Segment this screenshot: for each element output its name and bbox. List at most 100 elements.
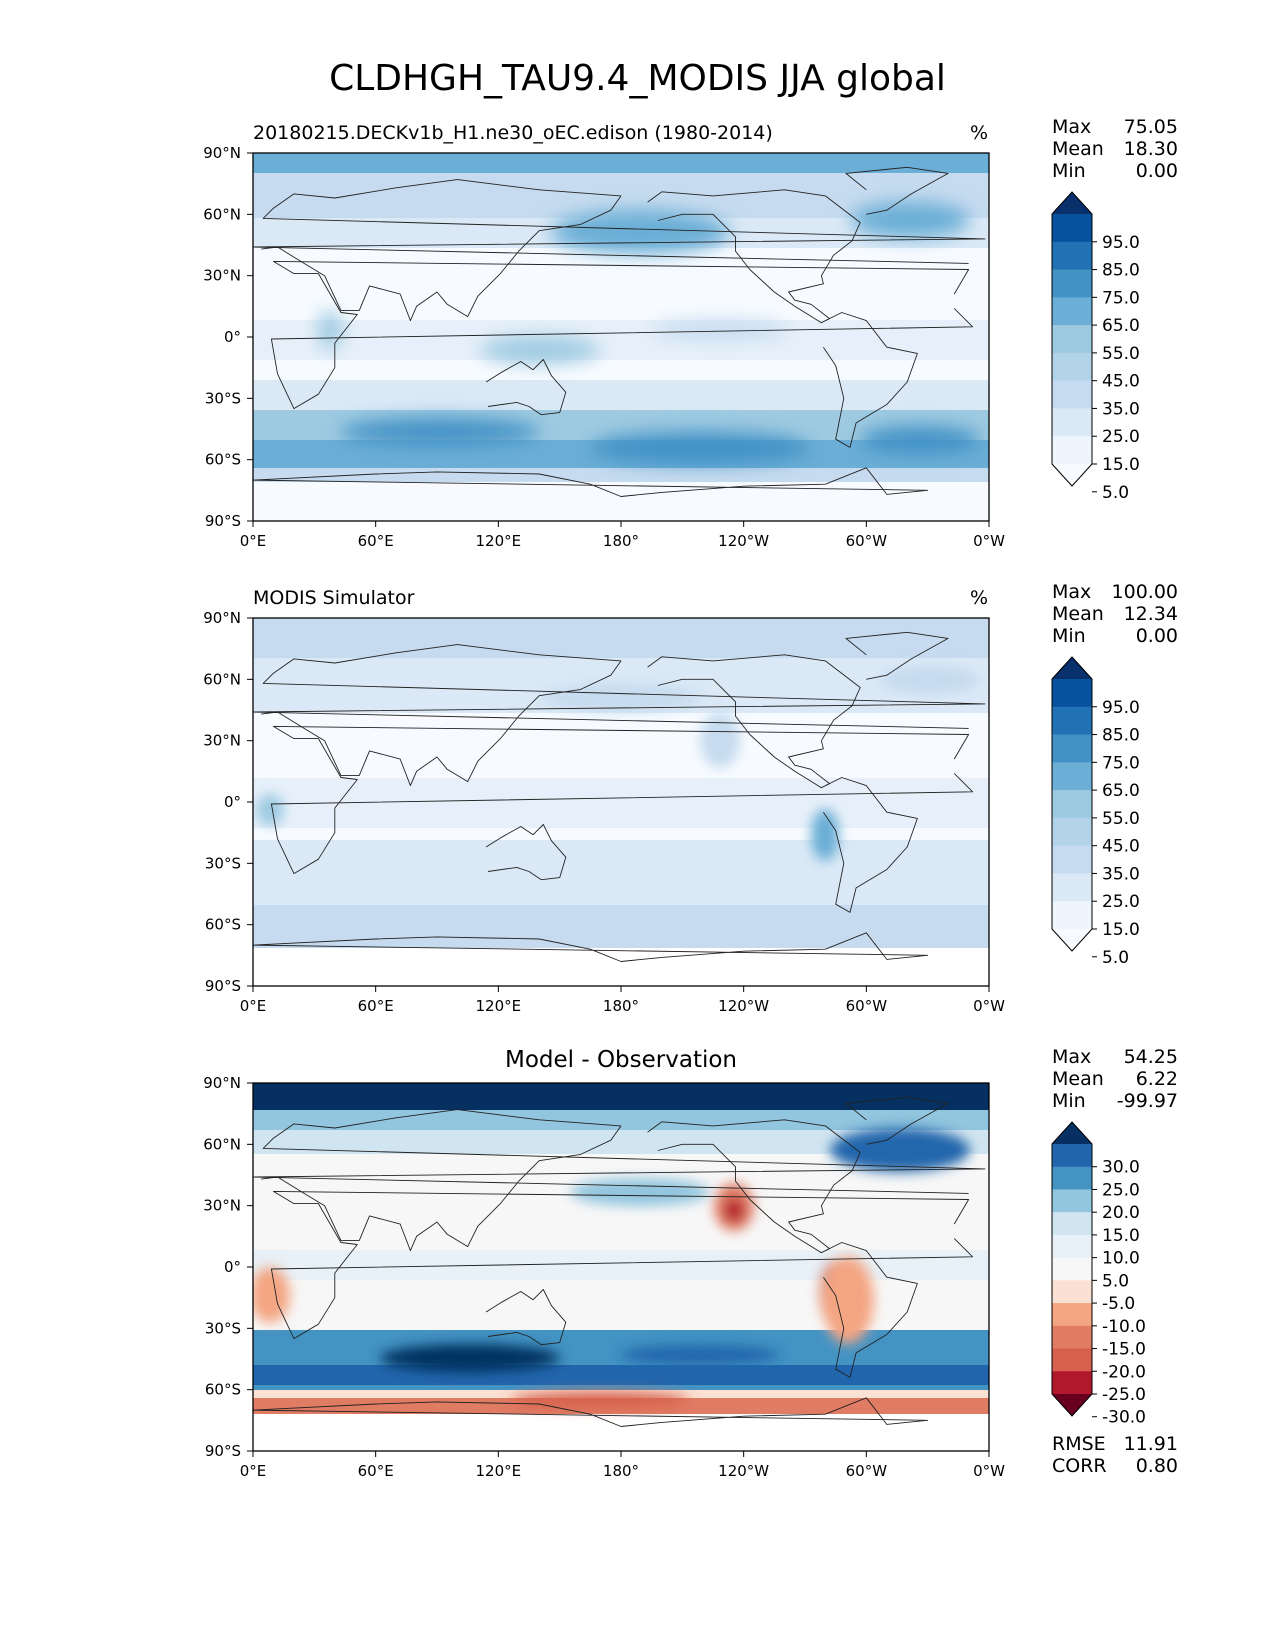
stat-label: Max (1052, 116, 1092, 138)
stat-label: Mean (1052, 603, 1104, 625)
lat-tick-label: 30°S (205, 389, 241, 407)
stats-block-obs: Max 100.00 Mean 12.34 Min 0.00 (1052, 581, 1178, 647)
colorbar-tick-label: -30.0 (1102, 1408, 1146, 1428)
colorbar-tick-label: -25.0 (1102, 1385, 1146, 1405)
eurasia-coastline (253, 1109, 986, 1252)
colorbar-cell (1052, 790, 1092, 819)
lon-tick-label: 180° (603, 1462, 639, 1480)
colorbar-cell (1052, 269, 1092, 298)
axes-panel-0: 90°N 60°N 30°N 0° 30°S 60°S 90°S 0°E 60°E 120°E 18… (203, 144, 1005, 550)
colorbar-layer: 95.085.075.065.055.045.035.025.015.05.09… (1051, 191, 1146, 1428)
stat-label: Min (1052, 625, 1086, 647)
zonal-band-polar-north (253, 153, 989, 173)
colorbar-tick-label: 5.0 (1102, 483, 1129, 503)
cloud-blob (340, 418, 540, 446)
panel-title-difference: Model - Observation (504, 1047, 738, 1073)
colorbar-cell (1052, 1166, 1092, 1190)
lat-tick-label: 90°N (203, 1074, 241, 1092)
zonal-band-tropics (253, 778, 989, 828)
greenland-coastline (845, 1096, 949, 1145)
south-america-coastline (823, 312, 918, 448)
lat-tick-label: 60°N (203, 205, 241, 223)
stat-value: 12.34 (1123, 603, 1178, 625)
colorbar-tick-label: 45.0 (1102, 372, 1140, 392)
lon-tick-label: 120°W (718, 997, 769, 1015)
lon-tick-label: 120°W (718, 1462, 769, 1480)
greenland-coastline (845, 631, 949, 680)
panel-title-model: 20180215.DECKv1b_H1.ne30_oEC.edison (198… (253, 122, 773, 144)
figure-title: CLDHGH_TAU9.4_MODIS JJA global (329, 58, 946, 99)
cloud-blob (850, 202, 970, 238)
lat-tick-label: 90°N (203, 609, 241, 627)
colorbar-cell (1052, 436, 1092, 465)
colorbar-cell (1052, 734, 1092, 763)
colorbar-tick-label: 95.0 (1102, 698, 1140, 718)
zonal-band-antarctica (253, 948, 989, 986)
colorbar-cell (1052, 241, 1092, 271)
metric-value: 11.91 (1123, 1433, 1178, 1455)
lat-tick-label: 90°S (205, 977, 241, 995)
lat-tick-label: 30°N (203, 267, 241, 285)
colorbar-cell (1052, 352, 1092, 382)
lon-tick-label: 120°E (476, 1462, 522, 1480)
eurasia-coastline (253, 179, 986, 322)
lat-tick-label: 0° (224, 1258, 241, 1276)
units-label: % (970, 587, 989, 609)
cloud-blob (700, 712, 740, 768)
colorbar-cell (1052, 1348, 1092, 1372)
colorbar-tick-label: 30.0 (1102, 1158, 1140, 1178)
stat-value: 100.00 (1111, 581, 1178, 603)
colorbar-cell (1052, 1325, 1092, 1350)
colorbar-tick-label: -5.0 (1102, 1294, 1135, 1314)
coastlines-panel-0 (253, 166, 986, 497)
stat-label: Max (1052, 1046, 1092, 1068)
lat-tick-label: 60°S (205, 1381, 241, 1399)
lon-tick-label: 120°W (718, 532, 769, 550)
colorbar-tick-label: 15.0 (1102, 1226, 1140, 1246)
north-america-coastline (647, 189, 861, 324)
stat-value: 6.22 (1135, 1068, 1178, 1090)
colorbar-cell (1052, 817, 1092, 847)
colorbar-cell (1052, 408, 1092, 437)
colorbar-extension-max (1052, 1122, 1092, 1144)
antarctica-coastline (253, 467, 929, 497)
cloud-blob (550, 210, 730, 254)
lon-tick-label: 60°E (358, 532, 394, 550)
colorbar-tick-label: 65.0 (1102, 781, 1140, 801)
cloud-blob (510, 1392, 690, 1408)
colorbar-tick-label: 35.0 (1102, 399, 1140, 419)
stat-label: Mean (1052, 1068, 1104, 1090)
lon-tick-label: 120°E (476, 997, 522, 1015)
colorbar-extension-max (1052, 192, 1092, 214)
colorbar-cell (1052, 679, 1092, 708)
zonal-band-tropics (253, 320, 989, 360)
colorbar-tick-label: 85.0 (1102, 726, 1140, 746)
stat-value: 0.00 (1135, 625, 1178, 647)
coastlines-panel-2 (253, 1096, 986, 1427)
cloud-blob (620, 1345, 780, 1365)
cloud-blob (480, 336, 600, 364)
colorbar-cell (1052, 380, 1092, 409)
lat-tick-label: 0° (224, 793, 241, 811)
africa-coastline (270, 1190, 974, 1340)
colorbar-tick-label: 75.0 (1102, 753, 1140, 773)
axes-panel-2: 90°N 60°N 30°N 0° 30°S 60°S 90°S 0°E 60°E 120°E 18… (203, 1074, 1005, 1480)
colorbar-tick-label: 5.0 (1102, 948, 1129, 968)
colorbar-tick-label: 5.0 (1102, 1271, 1129, 1291)
colorbar-extension-min (1052, 1394, 1092, 1416)
australia-coastline (485, 1289, 567, 1346)
lat-tick-label: 30°S (205, 854, 241, 872)
colorbar-tick-label: 85.0 (1102, 261, 1140, 281)
metric-label: RMSE (1052, 1433, 1106, 1455)
antarctica-coastline (253, 1397, 929, 1427)
metrics-block: RMSE 11.91 CORR 0.80 (1052, 1433, 1178, 1477)
colorbar-cell (1052, 1257, 1092, 1281)
colorbar-difference: 30.025.0 20.0 15.0 10.05.0 -5.0 -10.0 -15.0-20… (1051, 1121, 1146, 1428)
cloud-blob (650, 320, 790, 340)
africa-coastline (270, 260, 974, 410)
lat-tick-label: 90°S (205, 512, 241, 530)
metric-label: CORR (1052, 1455, 1107, 1477)
colorbar-cell (1052, 1144, 1092, 1168)
colorbar-cell (1052, 1280, 1092, 1304)
lat-tick-label: 60°N (203, 670, 241, 688)
